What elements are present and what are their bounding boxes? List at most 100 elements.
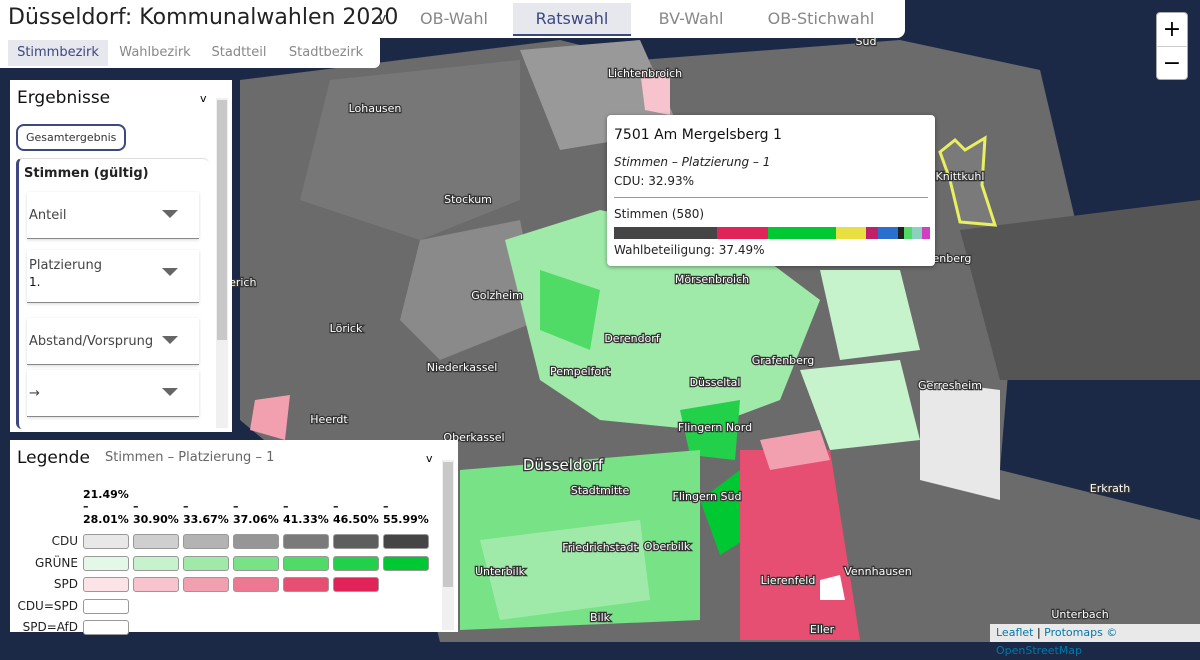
range-dash: – (383, 500, 389, 513)
range-end: 46.50% (333, 513, 379, 526)
tab[interactable]: OB-Wahl (420, 9, 488, 28)
legend-swatch[interactable] (233, 534, 279, 549)
place-label: Bilk (590, 611, 611, 624)
legend-swatch[interactable] (183, 534, 229, 549)
legend-swatch[interactable] (383, 555, 429, 571)
legend-swatch[interactable] (133, 555, 179, 571)
select[interactable]: → (27, 370, 199, 417)
legend-swatch[interactable] (333, 577, 379, 592)
range-end: 30.90% (133, 513, 179, 526)
place-label: Grafenberg (752, 354, 814, 367)
select-label: Anteil (29, 208, 67, 223)
select[interactable]: Anteil (27, 192, 199, 239)
subtab[interactable]: Wahlbezirk (119, 45, 191, 60)
legend-title: Legende (17, 448, 90, 468)
select[interactable]: Abstand/Vorsprung (27, 318, 199, 365)
separator: | (1036, 626, 1041, 639)
zoom-in[interactable]: + (1157, 13, 1187, 47)
select-label: Platzierung (29, 258, 103, 273)
place-label: Unterbach (1051, 608, 1108, 621)
legend-subtitle: Stimmen – Platzierung – 1 (105, 450, 275, 465)
subtabs: Stimmbezirk Wahlbezirk Stadtteil Stadtbezir… (0, 38, 380, 68)
scrollbar[interactable] (442, 460, 454, 630)
place-label: Lohausen (349, 102, 402, 115)
legend-swatch[interactable] (233, 577, 279, 592)
tab[interactable]: OB-Stichwahl (767, 9, 875, 28)
subtab[interactable]: Stadtbezirk (288, 45, 364, 60)
header: Düsseldorf: Kommunalwahlen 2020 v OB-Wah… (0, 0, 905, 38)
subtab[interactable]: Stimmbezirk (8, 40, 108, 66)
legend-swatch[interactable] (133, 577, 179, 592)
range-end: 55.99% (383, 513, 429, 526)
place-label: Friedrichstadt (562, 541, 638, 554)
attribution: Leaflet | Protomaps © OpenStreetMap (990, 624, 1200, 657)
region (540, 270, 600, 350)
legend-swatch[interactable] (283, 555, 329, 571)
tooltip-line: CDU: 32.93% (614, 174, 695, 188)
legend-swatch[interactable] (83, 620, 129, 635)
place-label: Düsseldorf (523, 456, 604, 474)
divider (614, 197, 928, 198)
place-label: Lörick (330, 322, 363, 335)
tooltip-turnout: Wahlbeteiligung: 37.49% (614, 243, 765, 257)
place-label: Golzheim (471, 289, 523, 302)
legend-swatch[interactable] (83, 534, 129, 549)
place-label: Niederkassel (427, 361, 498, 374)
dropdown-arrow (162, 336, 178, 344)
dropdown-arrow (162, 388, 178, 396)
legend-swatch[interactable] (283, 534, 329, 549)
legend-swatch[interactable] (383, 534, 429, 549)
legend-swatch[interactable] (283, 577, 329, 592)
range-end: 37.06% (233, 513, 279, 526)
place-label: Eller (810, 623, 835, 636)
legend-swatch[interactable] (233, 555, 279, 571)
range-start: 21.49% (83, 488, 129, 501)
place-label: Stadtmitte (571, 484, 630, 497)
place-label: Erkrath (1090, 482, 1130, 495)
leaflet-link[interactable]: Leaflet (996, 626, 1034, 639)
zoom-out[interactable]: − (1162, 51, 1182, 76)
legend-swatch[interactable] (183, 577, 229, 592)
legend-swatch[interactable] (333, 534, 379, 549)
dropdown-arrow (162, 268, 178, 276)
legend-swatch[interactable] (333, 555, 379, 571)
tab[interactable]: BV-Wahl (658, 9, 724, 28)
zoom-control: + − (1156, 12, 1188, 80)
range-dash: – (83, 500, 89, 513)
region (820, 270, 920, 360)
legend-swatch[interactable] (83, 555, 129, 571)
range-dash: – (183, 500, 189, 513)
legend-row-label: GRÜNE (35, 555, 78, 570)
legend-swatch[interactable] (183, 555, 229, 571)
place-label: Oberkassel (443, 431, 504, 444)
select-label: Abstand/Vorsprung (29, 334, 154, 349)
legend-toggle[interactable]: v (426, 452, 433, 465)
results-panel: Ergebnisse v Gesamtergebnis Stimmen (gül… (10, 80, 232, 432)
region (760, 430, 830, 470)
dropdown-arrow (162, 210, 178, 218)
selected-district[interactable] (938, 135, 998, 227)
title-toggle[interactable]: v (378, 11, 387, 27)
place-label: Derendorf (604, 332, 660, 345)
tab[interactable]: Ratswahl (513, 3, 631, 36)
results-title: Ergebnisse (17, 88, 111, 108)
place-label: Mörsenbroich (675, 273, 749, 286)
region (250, 395, 290, 440)
total-button[interactable]: Gesamtergebnis (16, 124, 127, 151)
scrollbar[interactable] (216, 98, 228, 428)
subtab[interactable]: Stadtteil (211, 45, 267, 60)
place-label: Stockum (444, 193, 492, 206)
vote-bar (614, 227, 930, 239)
range-dash: – (233, 500, 239, 513)
region (400, 220, 540, 360)
legend-swatch[interactable] (83, 577, 129, 592)
place-label: Vennhausen (844, 565, 912, 578)
select[interactable]: Platzierung 1. (27, 250, 199, 303)
tooltip-votes: Stimmen (580) (614, 207, 705, 221)
results-toggle[interactable]: v (200, 92, 207, 105)
legend-swatch[interactable] (133, 534, 179, 549)
legend-swatch[interactable] (83, 598, 129, 614)
legend-row-label: CDU (51, 534, 78, 548)
legend-row-label: SPD (53, 577, 78, 591)
